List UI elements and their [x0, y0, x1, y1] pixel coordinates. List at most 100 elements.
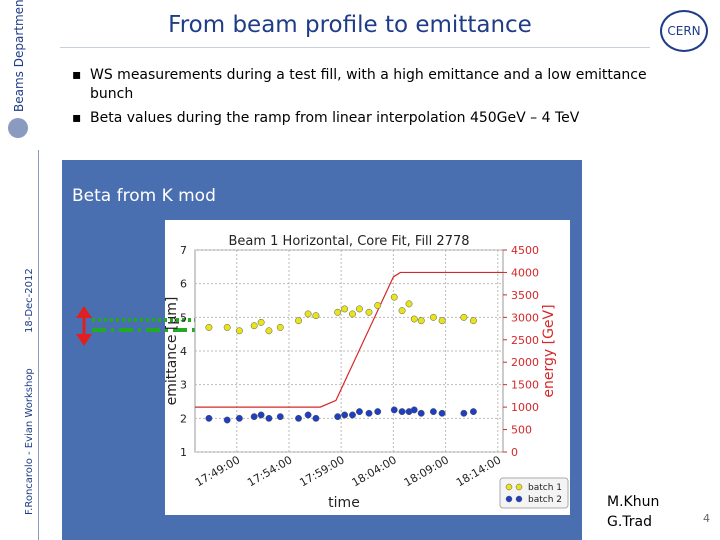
- point: [334, 413, 342, 421]
- y-tick-label: 6: [180, 278, 187, 291]
- point: [349, 310, 356, 318]
- point: [438, 317, 446, 325]
- x-tick-label: 18:14:00: [454, 453, 503, 489]
- y-tick-label: 1: [180, 446, 187, 459]
- bullet: WS measurements during a test fill, with…: [70, 66, 680, 104]
- y2-tick-label: 1500: [511, 379, 539, 392]
- x-tick-label: 18:09:00: [402, 453, 451, 489]
- y-tick-label: 2: [180, 412, 187, 425]
- bullet: Beta values during the ramp from linear …: [70, 109, 680, 128]
- point: [398, 307, 406, 315]
- y2-tick-label: 3000: [511, 311, 539, 324]
- point: [223, 323, 231, 331]
- y2-tick-label: 2000: [511, 356, 539, 369]
- y2-tick-label: 0: [511, 446, 518, 459]
- y2-tick-label: 3500: [511, 289, 539, 302]
- point: [374, 408, 382, 416]
- point: [460, 409, 468, 417]
- y-tick-label: 5: [180, 311, 187, 324]
- point: [410, 315, 418, 323]
- legend-label: batch 1: [528, 483, 562, 493]
- point: [429, 408, 437, 416]
- y2-tick-label: 4000: [511, 266, 539, 279]
- point: [341, 411, 349, 419]
- point: [304, 411, 312, 419]
- credits: M.Khun G.Trad: [607, 492, 659, 532]
- point: [265, 414, 273, 422]
- point: [257, 318, 265, 326]
- point: [355, 305, 363, 313]
- y2-tick-label: 500: [511, 424, 532, 437]
- point: [398, 408, 406, 416]
- chart-title: Beam 1 Horizontal, Core Fit, Fill 2778: [228, 234, 469, 249]
- x-tick-label: 17:54:00: [245, 453, 294, 489]
- credit: M.Khun: [607, 494, 660, 510]
- point: [223, 416, 231, 424]
- legend-marker: [515, 483, 523, 491]
- point: [250, 322, 258, 330]
- point: [265, 327, 273, 335]
- point: [312, 414, 320, 422]
- x-tick-label: 18:04:00: [350, 453, 399, 489]
- point: [312, 312, 320, 320]
- page-number: 4: [703, 512, 710, 525]
- point: [374, 302, 382, 309]
- y-tick-label: 7: [180, 244, 187, 257]
- point: [276, 323, 284, 331]
- point: [295, 414, 302, 422]
- point: [469, 317, 477, 325]
- point: [460, 313, 468, 321]
- point: [365, 308, 373, 316]
- point: [276, 413, 284, 421]
- title: From beam profile to emittance: [168, 12, 532, 38]
- point: [417, 317, 425, 325]
- point: [469, 408, 477, 416]
- point: [257, 411, 265, 419]
- y-tick-label: 3: [180, 379, 187, 392]
- point: [438, 409, 446, 417]
- side-rule: [38, 150, 39, 540]
- energy-line: [195, 271, 503, 408]
- point: [205, 323, 213, 331]
- y2-tick-label: 4500: [511, 244, 539, 257]
- x-axis-label: time: [328, 495, 360, 511]
- point: [390, 293, 398, 301]
- point: [349, 411, 356, 419]
- point: [365, 409, 373, 417]
- panel-label: Beta from K mod: [72, 186, 216, 206]
- legend-marker: [505, 495, 513, 503]
- point: [304, 310, 312, 318]
- point: [250, 413, 258, 421]
- title-rule: [60, 47, 650, 48]
- x-tick-label: 17:59:00: [297, 453, 346, 489]
- point: [390, 406, 398, 414]
- point: [417, 409, 425, 417]
- point: [341, 305, 349, 313]
- point: [429, 313, 437, 321]
- point: [235, 414, 243, 422]
- bullet-list: WS measurements during a test fill, with…: [70, 66, 680, 133]
- point: [355, 408, 363, 416]
- y-tick-label: 4: [180, 345, 187, 358]
- legend-marker: [505, 483, 513, 491]
- x-tick-label: 17:49:00: [193, 453, 242, 489]
- legend-marker: [515, 495, 523, 503]
- department-logo: [8, 118, 28, 138]
- point: [405, 300, 413, 308]
- y2-tick-label: 1000: [511, 401, 539, 414]
- y2-axis-label: energy [GeV]: [541, 304, 557, 397]
- arrow-head: [76, 306, 92, 318]
- point: [334, 308, 342, 316]
- y-axis-label: emittance [μm]: [164, 297, 180, 406]
- point: [295, 317, 302, 325]
- arrow-head: [76, 334, 92, 346]
- cern-logo: CERN: [660, 10, 708, 52]
- y2-tick-label: 2500: [511, 334, 539, 347]
- legend-label: batch 2: [528, 495, 562, 505]
- point: [205, 414, 213, 422]
- point: [410, 406, 418, 414]
- credit: G.Trad: [607, 514, 653, 530]
- point: [235, 327, 243, 335]
